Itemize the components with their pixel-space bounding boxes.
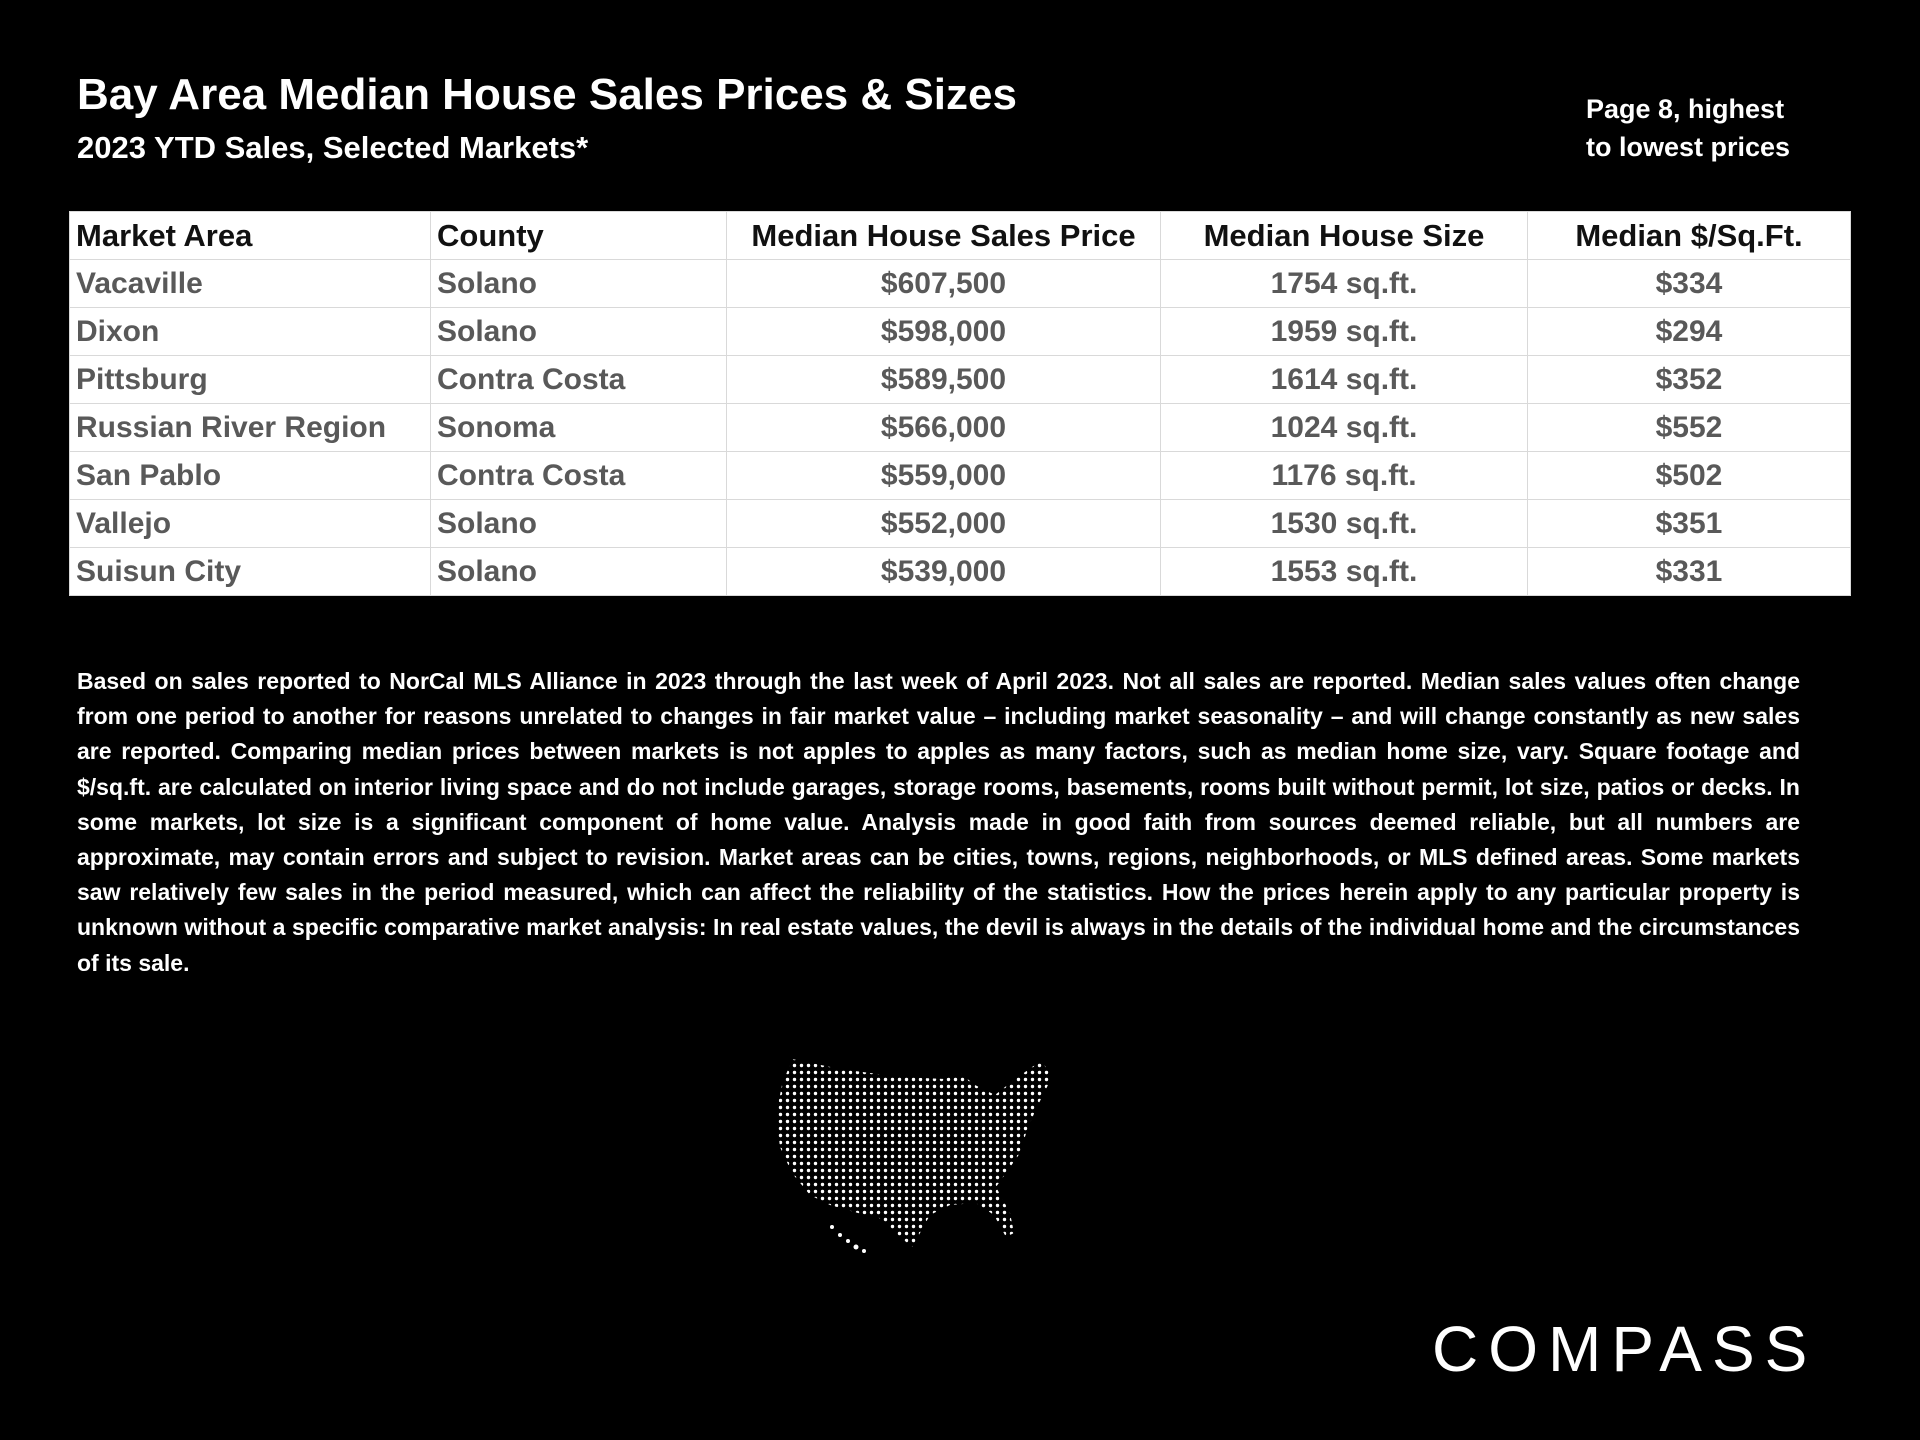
table-cell: Dixon: [69, 307, 431, 356]
table-cell: Solano: [430, 547, 727, 596]
table-cell: $334: [1527, 259, 1851, 308]
table-cell: $566,000: [726, 403, 1161, 452]
subtitle: 2023 YTD Sales, Selected Markets*: [77, 130, 589, 165]
table-cell: 1024 sq.ft.: [1160, 403, 1528, 452]
table-cell: $352: [1527, 355, 1851, 404]
table-cell: $331: [1527, 547, 1851, 596]
table-cell: $294: [1527, 307, 1851, 356]
table-row: Pittsburg Contra Costa $589,500 1614 sq.ft.…: [69, 355, 1851, 404]
table-cell: 1614 sq.ft.: [1160, 355, 1528, 404]
table-cell: $559,000: [726, 451, 1161, 500]
table-cell: 1530 sq.ft.: [1160, 499, 1528, 548]
header-row: Market Area County Median House Sales Pric…: [69, 211, 1851, 260]
table-cell: $502: [1527, 451, 1851, 500]
column-header: Market Area: [69, 211, 431, 260]
column-header: Median House Sales Price: [726, 211, 1161, 260]
table-cell: Solano: [430, 499, 727, 548]
table-cell: Pittsburg: [69, 355, 431, 404]
us-map-graphic: [776, 1059, 1052, 1253]
table-cell: Russian River Region: [69, 403, 431, 452]
table-cell: 1553 sq.ft.: [1160, 547, 1528, 596]
table-cell: Suisun City: [69, 547, 431, 596]
table-cell: Solano: [430, 259, 727, 308]
logo: COMPASS: [1432, 1313, 1818, 1385]
table-cell: Vacaville: [69, 259, 431, 308]
table-cell: 1754 sq.ft.: [1160, 259, 1528, 308]
table-row: Dixon Solano $598,000 1959 sq.ft. $294: [69, 307, 1851, 356]
table-cell: Contra Costa: [430, 355, 727, 404]
table-cell: Solano: [430, 307, 727, 356]
table-cell: $598,000: [726, 307, 1161, 356]
column-header: County: [430, 211, 727, 260]
table-row: Russian River Region Sonoma $566,000 1024 s…: [69, 403, 1851, 452]
table-row: San Pablo Contra Costa $559,000 1176 sq.ft.…: [69, 451, 1851, 500]
table-row: Suisun City Solano $539,000 1553 sq.ft. $331: [69, 547, 1851, 596]
table-cell: Contra Costa: [430, 451, 727, 500]
title: Bay Area Median House Sales Prices & Siz…: [77, 70, 1017, 119]
table-cell: $539,000: [726, 547, 1161, 596]
table-cell: 1959 sq.ft.: [1160, 307, 1528, 356]
table-row: Vacaville Solano $607,500 1754 sq.ft. $334: [69, 259, 1851, 308]
table-cell: $607,500: [726, 259, 1161, 308]
column-header: Median House Size: [1160, 211, 1528, 260]
page-note: Page 8, highest to lowest prices: [1586, 94, 1791, 162]
table-cell: Vallejo: [69, 499, 431, 548]
table-cell: $552: [1527, 403, 1851, 452]
table-cell: Sonoma: [430, 403, 727, 452]
table-cell: $552,000: [726, 499, 1161, 548]
table-cell: $589,500: [726, 355, 1161, 404]
map-islands: [830, 1225, 866, 1253]
data-table: Market Area County Median House Sales Pric…: [69, 211, 1851, 596]
table-body: Vacaville Solano $607,500 1754 sq.ft. $334 Di…: [69, 259, 1851, 596]
table-cell: $351: [1527, 499, 1851, 548]
map-shape: [776, 1059, 1052, 1247]
table-row: Vallejo Solano $552,000 1530 sq.ft. $351: [69, 499, 1851, 548]
table-cell: San Pablo: [69, 451, 431, 500]
table-cell: 1176 sq.ft.: [1160, 451, 1528, 500]
footnote: Based on sales reported to NorCal MLS Al…: [77, 668, 1800, 976]
column-header: Median $/Sq.Ft.: [1527, 211, 1851, 260]
